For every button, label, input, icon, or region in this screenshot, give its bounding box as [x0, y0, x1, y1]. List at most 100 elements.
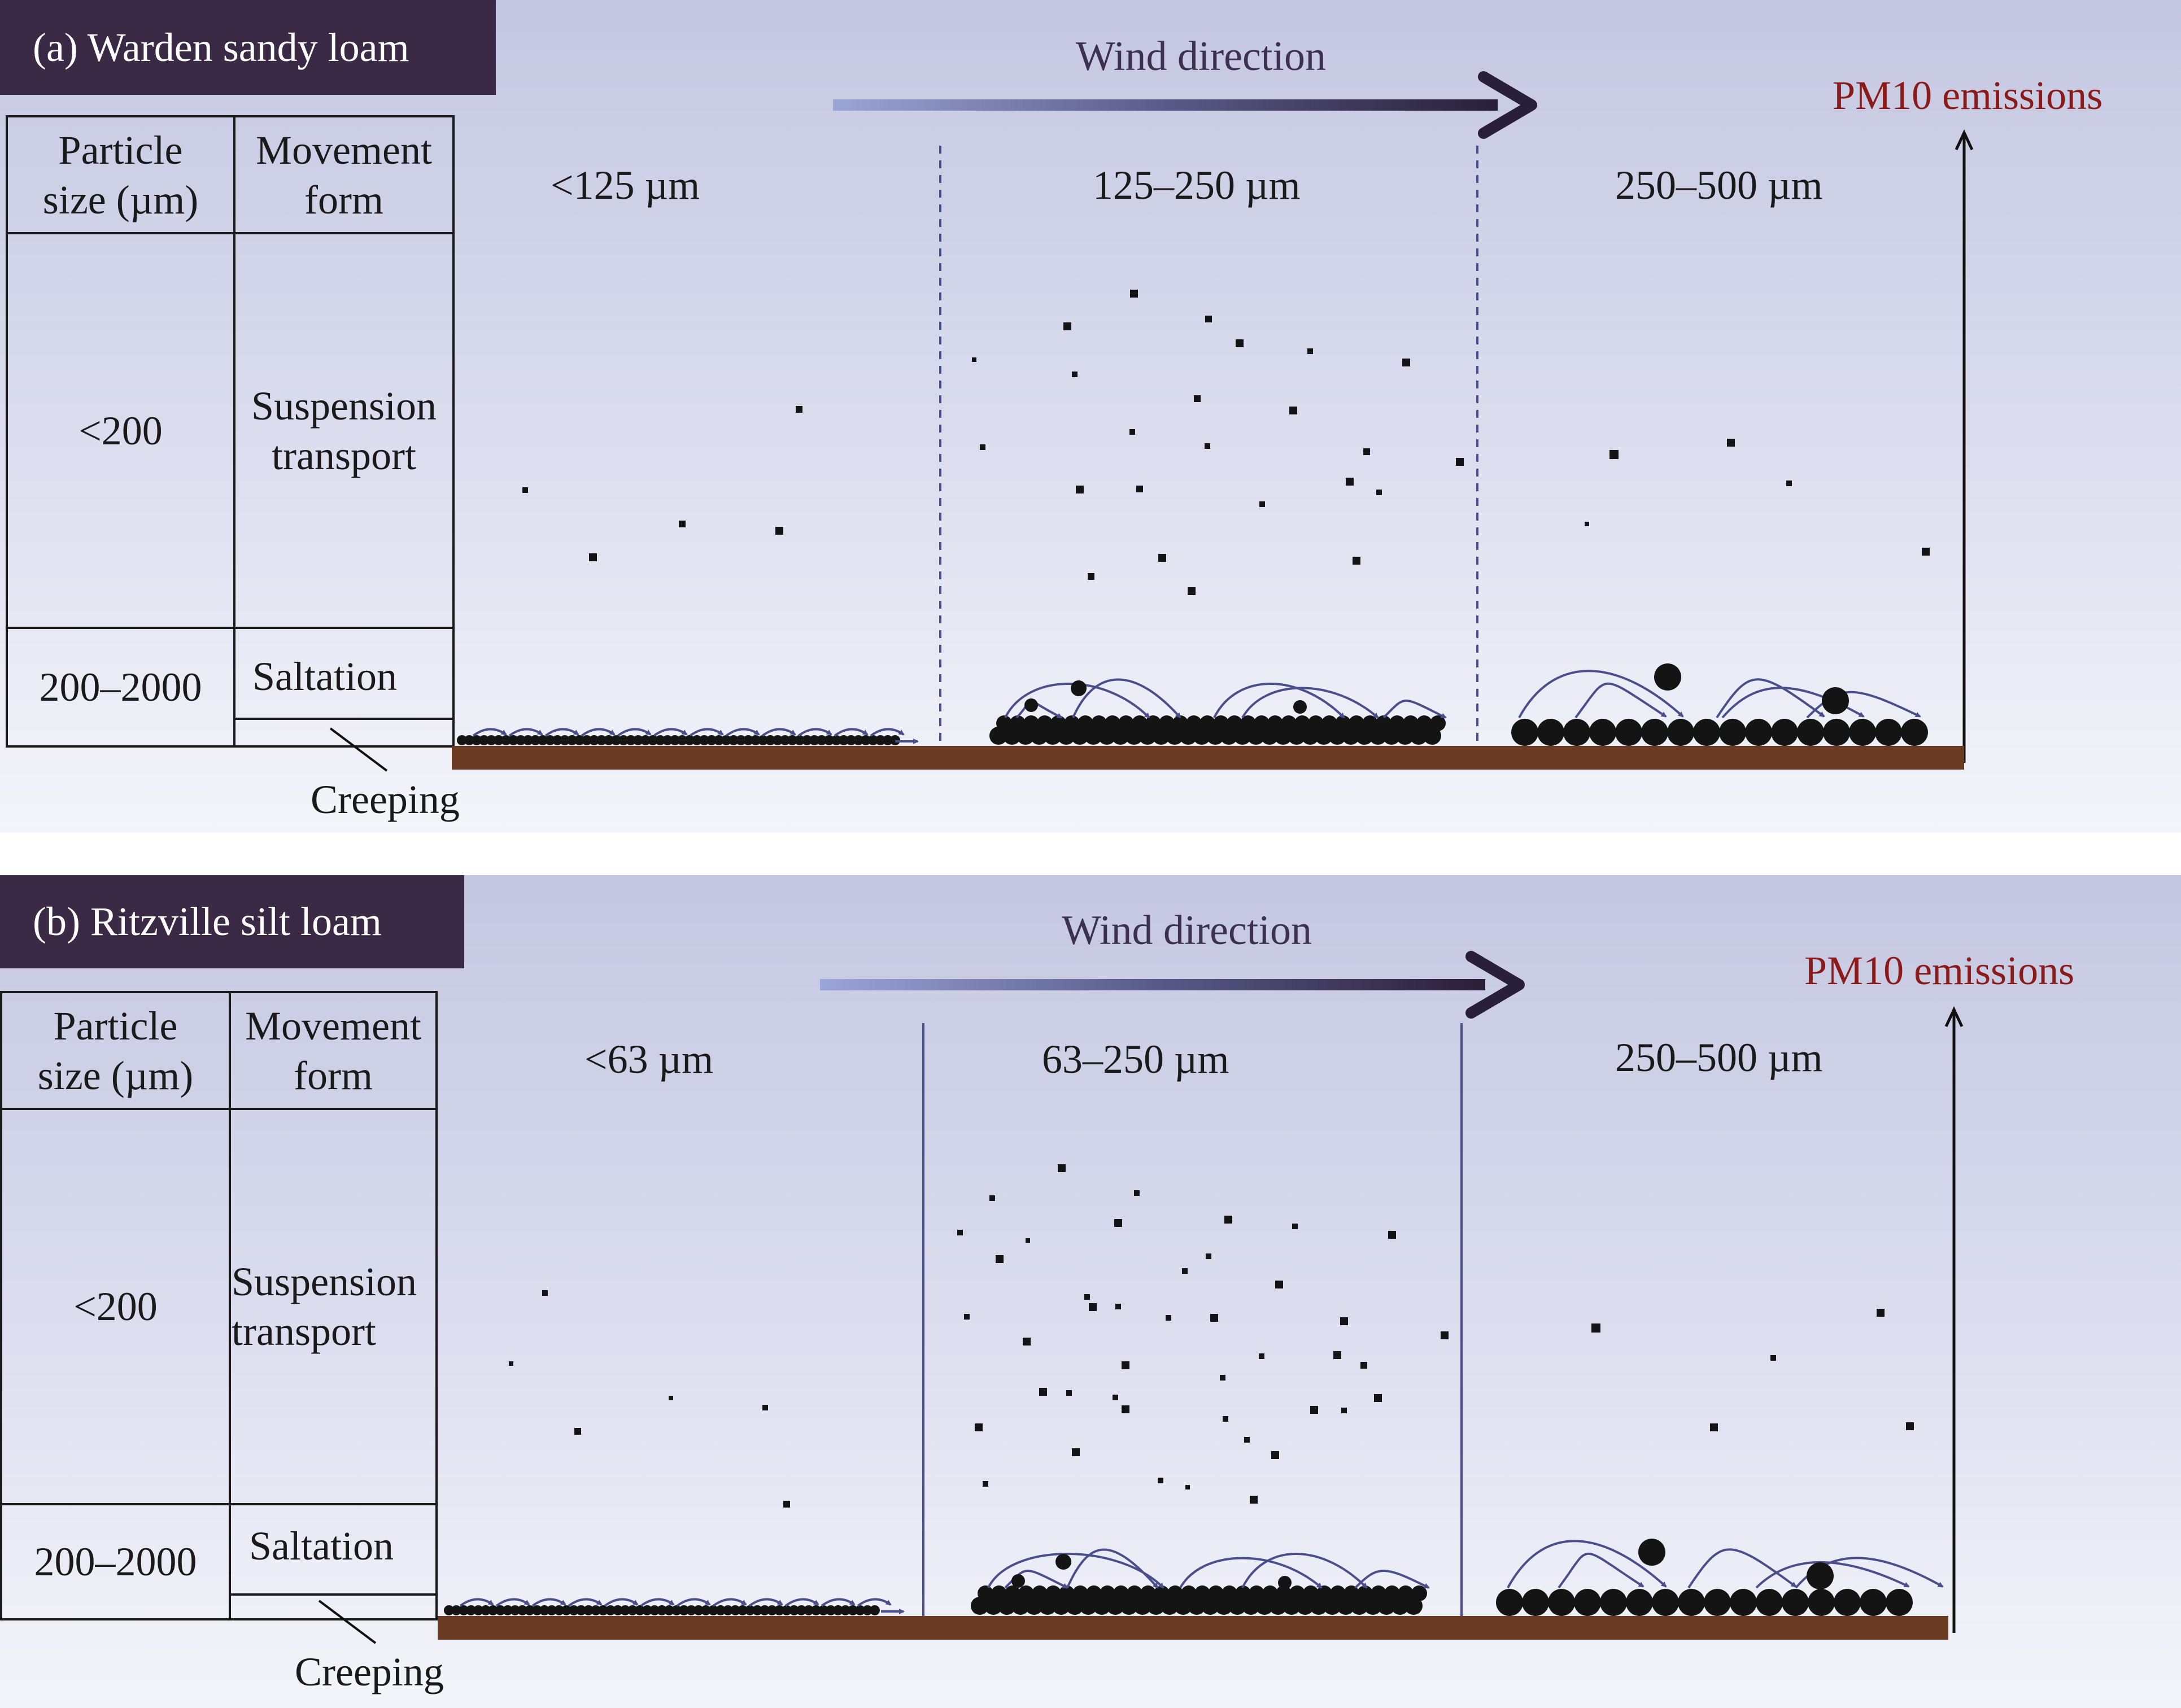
medium-particle [1398, 1585, 1414, 1601]
fine-particle [817, 735, 827, 745]
medium-particle [1267, 715, 1283, 731]
fine-particle [538, 735, 548, 745]
medium-particle [1301, 727, 1319, 745]
medium-particle [1072, 1585, 1088, 1601]
saltating-particle [1654, 663, 1681, 691]
fine-particle [782, 1605, 792, 1615]
suspended-particle [1088, 573, 1094, 580]
medium-particle [1357, 1585, 1373, 1601]
medium-particle [1132, 715, 1148, 731]
medium-particle [1283, 1597, 1301, 1615]
fine-particle [598, 1605, 608, 1615]
fine-particle [758, 735, 768, 745]
fine-particle [708, 1605, 718, 1615]
suspended-particle [1292, 1224, 1298, 1229]
suspended-particle [1360, 1362, 1367, 1369]
suspended-particle [1786, 480, 1792, 486]
large-particle [1693, 719, 1720, 746]
fine-particle [451, 1605, 461, 1615]
medium-particle [1228, 1597, 1246, 1615]
saltation-arc [1072, 678, 1181, 719]
large-particle [1875, 719, 1902, 746]
medium-particle [1255, 1597, 1273, 1615]
medium-particle [1315, 727, 1333, 745]
medium-particle [1389, 715, 1405, 731]
medium-particle [1274, 727, 1292, 745]
fine-particle [633, 735, 643, 745]
large-particle [1537, 719, 1564, 746]
fine-particle [554, 1605, 564, 1615]
medium-particle [1161, 1597, 1179, 1615]
panel-a-diagram [329, 71, 1974, 772]
medium-particle [1005, 1585, 1020, 1601]
fine-particle [840, 1605, 850, 1615]
medium-particle [1233, 727, 1251, 745]
suspended-particle [1072, 372, 1078, 377]
ground-surface [438, 1616, 1948, 1640]
medium-particle [1133, 1597, 1151, 1615]
suspended-particle [1122, 1405, 1129, 1413]
suspended-particle [1441, 1331, 1449, 1339]
fine-particle [648, 735, 658, 745]
creep-hop-arrow [531, 1598, 566, 1607]
panel-a-zone-3-label: 250–500 µm [1615, 163, 1823, 208]
suspended-particle [1906, 1422, 1914, 1430]
fine-particle [833, 1605, 843, 1615]
saltation-arc [1716, 678, 1825, 719]
medium-particle [1017, 727, 1035, 745]
medium-particle [1222, 1585, 1237, 1601]
fine-particle [627, 1605, 638, 1615]
panel-a-row2-size: 200–2000 [6, 627, 235, 748]
creep-hop-arrow [472, 728, 507, 737]
fine-particle [582, 735, 592, 745]
fine-particle [635, 1605, 645, 1615]
medium-particle [1323, 1597, 1341, 1615]
fine-particle [684, 735, 695, 745]
suspended-particle [1259, 1353, 1264, 1359]
suspended-particle [1136, 486, 1143, 492]
medium-particle [1003, 727, 1021, 745]
medium-particle [1186, 715, 1202, 731]
medium-particle [1321, 715, 1337, 731]
suspended-particle [1250, 1496, 1258, 1504]
suspended-particle [1340, 1317, 1348, 1325]
creep-hop-arrow [604, 1598, 639, 1607]
fine-particle [560, 735, 570, 745]
medium-particle [989, 727, 1007, 745]
fine-particle [457, 735, 467, 745]
fine-particle [787, 735, 797, 745]
suspended-particle [989, 1195, 995, 1201]
suspended-particle [1129, 429, 1135, 435]
fine-particle [743, 735, 753, 745]
medium-particle [1208, 1585, 1224, 1601]
fine-particle [605, 1605, 616, 1615]
fine-particle [657, 1605, 667, 1615]
panel-b-row1-movement: Suspension transport [229, 1108, 438, 1505]
large-particle [1719, 719, 1746, 746]
suspended-particle [1224, 1216, 1232, 1224]
medium-particle [1213, 715, 1229, 731]
panel-a-zone-1-label: <125 µm [551, 163, 700, 208]
large-particle [1496, 1589, 1523, 1616]
suspended-particle [964, 1314, 970, 1320]
fine-particle [472, 735, 482, 745]
medium-particle [1111, 727, 1129, 745]
medium-particle [1098, 727, 1116, 745]
suspended-particle [1114, 1219, 1122, 1227]
fine-particle [473, 1605, 483, 1615]
panel-a-header-movement-label: Movement form [256, 127, 432, 222]
fine-particle [508, 735, 518, 745]
medium-particle [1078, 715, 1093, 731]
panel-b-header-movement-label: Movement form [245, 1003, 421, 1098]
medium-particle [1140, 1585, 1156, 1601]
fine-particle [642, 1605, 652, 1615]
fine-particle [848, 1605, 858, 1615]
suspended-particle [1591, 1323, 1600, 1333]
fine-particle [701, 1605, 711, 1615]
saltation-arc [1574, 682, 1667, 719]
suspended-particle [1307, 348, 1313, 354]
saltating-particle [1638, 1539, 1665, 1566]
fine-particle [516, 735, 526, 745]
fine-particle [729, 735, 739, 745]
suspended-particle [1402, 359, 1410, 366]
